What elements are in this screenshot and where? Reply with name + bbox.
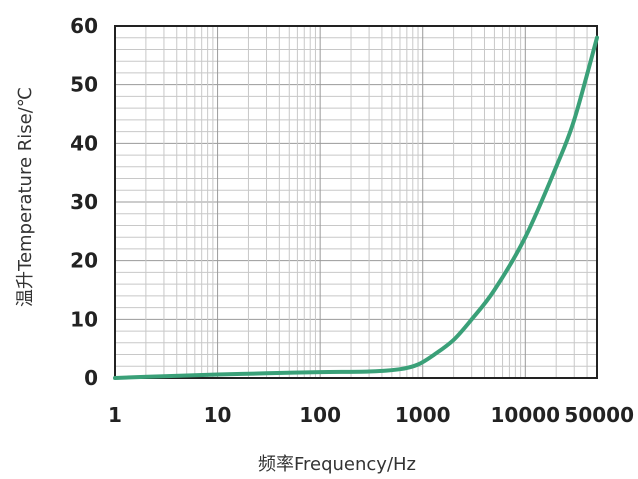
x-axis-title: 频率Frequency/Hz — [258, 454, 416, 475]
y-tick-label: 20 — [70, 249, 98, 273]
y-tick-label: 60 — [70, 14, 98, 38]
temperature-rise-line — [113, 35, 599, 380]
series-layer — [113, 35, 599, 380]
y-tick-label: 50 — [70, 73, 98, 97]
x-tick-label: 1000 — [395, 403, 451, 427]
y-tick-label: 10 — [70, 307, 98, 331]
x-tick-label: 10 — [204, 403, 232, 427]
y-tick-label: 30 — [70, 190, 98, 214]
y-tick-label: 40 — [70, 131, 98, 155]
y-axis-title: 温升Temperature Rise/℃ — [15, 87, 36, 307]
x-tick-label: 10000 — [491, 403, 561, 427]
x-tick-label: 100 — [299, 403, 341, 427]
y-tick-labels: 0 10 20 30 40 50 60 — [70, 14, 98, 390]
x-tick-labels: 1 10 100 1000 10000 50000 — [108, 403, 634, 427]
x-tick-label: 1 — [108, 403, 122, 427]
y-tick-label: 0 — [84, 366, 98, 390]
grid-lines — [115, 25, 597, 379]
plot-area-frame — [114, 25, 598, 379]
x-tick-label: 50000 — [564, 403, 634, 427]
